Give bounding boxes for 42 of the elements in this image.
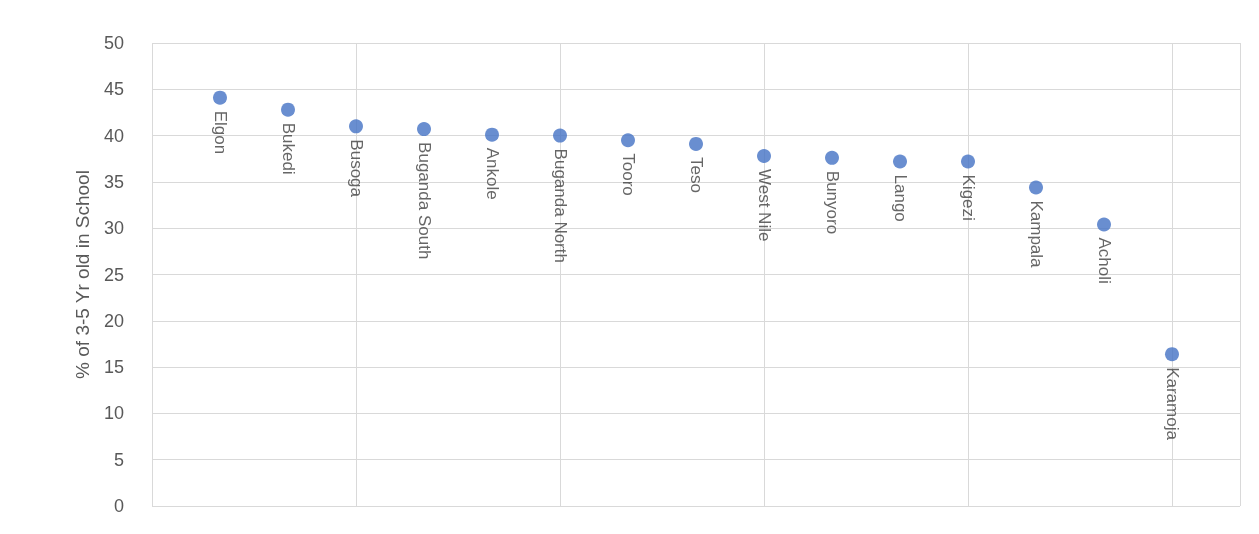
point	[1029, 180, 1043, 195]
point	[893, 154, 907, 169]
y-tick-label: 35	[103, 171, 124, 192]
y-tick-label: 25	[103, 264, 124, 285]
data-label: Kigezi	[958, 174, 978, 221]
point	[825, 150, 839, 165]
point	[757, 148, 771, 163]
point	[621, 133, 635, 148]
data-label: Elgon	[210, 110, 230, 155]
point	[1165, 347, 1179, 362]
data-label: Karamoja	[1162, 367, 1182, 441]
data-label: Bukedi	[278, 122, 298, 175]
point	[281, 102, 295, 117]
point	[349, 119, 363, 134]
y-tick-label: 45	[103, 79, 124, 100]
data-label: Acholi	[1094, 237, 1114, 284]
point	[417, 122, 431, 137]
data-label: Bunyoro	[822, 170, 842, 235]
point	[553, 128, 567, 143]
data-label: Busoga	[346, 139, 366, 198]
y-tick-label: 40	[103, 125, 124, 146]
point	[485, 127, 499, 142]
point	[689, 136, 703, 151]
data-label: Lango	[890, 174, 910, 222]
point	[1097, 217, 1111, 232]
y-tick-label: 10	[103, 403, 124, 424]
data-label: Buganda South	[414, 142, 434, 260]
y-tick-label: 30	[103, 218, 124, 239]
data-label: Buganda North	[550, 148, 570, 263]
y-tick-label: 50	[103, 33, 124, 53]
y-tick-label: 15	[103, 357, 124, 378]
data-label: Ankole	[482, 147, 502, 200]
y-tick-label: 5	[113, 449, 124, 470]
data-label: Kampala	[1026, 200, 1046, 269]
data-label: West Nile	[754, 168, 774, 242]
data-label: Teso	[686, 156, 706, 193]
point	[213, 90, 227, 105]
y-axis-title: % of 3-5 Yr old in School	[72, 170, 93, 379]
point	[961, 154, 975, 169]
y-tick-label: 0	[113, 496, 124, 516]
data-label: Tooro	[618, 153, 638, 196]
y-tick-label: 20	[103, 310, 124, 331]
